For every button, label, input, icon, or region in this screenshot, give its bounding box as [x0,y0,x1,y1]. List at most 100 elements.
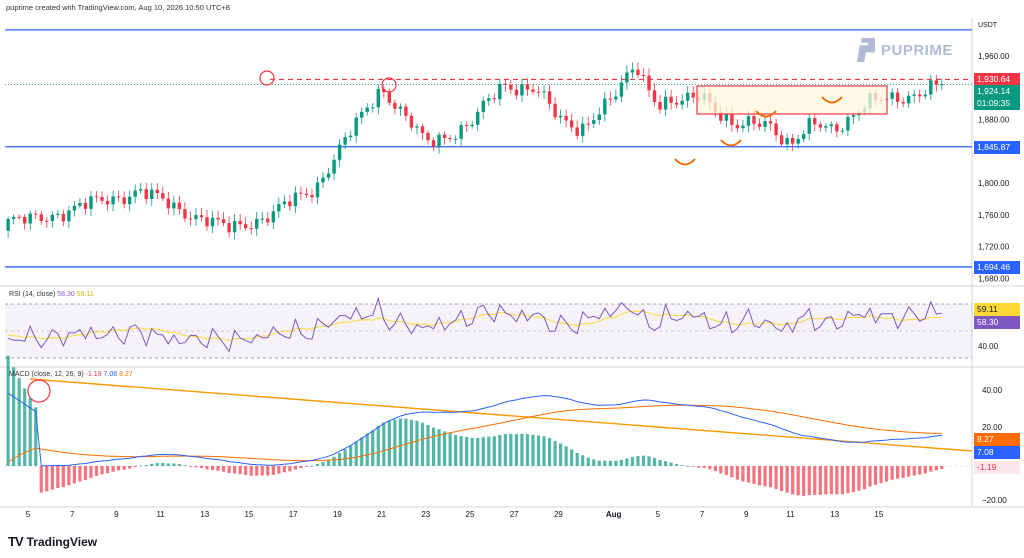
candle-body [835,124,839,132]
macd-histogram-bar [61,466,65,488]
macd-histogram-bar [691,466,695,467]
macd-histogram-bar [608,460,612,466]
macd-histogram-bar [890,466,894,480]
x-tick-label: 21 [377,510,386,519]
macd-histogram-bar [387,420,391,466]
macd-histogram-bar [177,464,181,466]
candle-body [161,193,165,199]
macd-histogram-bar [846,466,850,494]
brand-name: PUPRIME [881,41,953,59]
x-tick-label: 29 [554,510,563,519]
candle-body [625,72,629,83]
macd-histogram-bar [752,466,756,484]
macd-histogram-bar [680,465,684,467]
candle-body [492,98,497,100]
macd-histogram-bar [28,398,32,466]
macd-histogram-bar [199,466,204,469]
macd-histogram-bar [586,457,590,466]
macd-value-label: 7.08 [974,446,1020,459]
macd-histogram-bar [371,430,375,466]
macd-histogram-bar [768,466,773,488]
candle-body [614,96,618,100]
macd-histogram-bar [227,466,231,474]
macd-histogram-bar [376,425,380,466]
candle-body [376,88,380,108]
macd-histogram-bar [835,466,839,495]
macd-histogram-bar [415,420,419,466]
candle-body [813,118,817,125]
candle-body [663,96,668,110]
candle-body [846,116,850,131]
macd-histogram-bar [553,440,557,466]
candle-body [895,92,900,102]
candle-body [724,113,729,121]
rsi-y-tick: 40.00 [978,342,999,351]
candle-body [337,144,342,160]
candle-body [757,123,762,127]
macd-histogram-bar [459,435,463,466]
candle-body [741,125,745,129]
macd-line [7,392,942,467]
macd-histogram-value: -1.19 [85,371,104,378]
candle-body [503,83,508,85]
candle-body [636,69,640,75]
macd-histogram-bar [420,422,425,466]
rsi-title[interactable]: RSI (14, close) 58.30 59.11 [9,291,94,298]
macd-histogram-bar [669,462,673,466]
rsi-ma-last-value: 59.11 [76,291,94,298]
candle-body [603,98,607,115]
macd-histogram-bar [713,466,717,472]
candle-body [940,84,944,86]
price-axis-label: 1,694.46 [974,260,1020,274]
candle-body [282,201,287,205]
candle-body [442,134,447,139]
candle-body [34,213,38,215]
chart-header: puprime created with TradingView.com, Au… [6,3,230,12]
macd-histogram-bar [89,466,93,478]
macd-histogram-bar [382,422,386,466]
macd-histogram-bar [492,436,496,466]
candle-body [105,200,110,205]
macd-trend-line [29,378,973,452]
macd-histogram-bar [619,459,623,466]
candle-body [11,216,16,219]
candle-body [730,113,734,125]
price-axis-label: 01:09:35 [974,96,1020,110]
highlight-circle [381,77,397,93]
macd-histogram-bar [321,461,325,466]
macd-histogram-bar [884,466,889,482]
macd-histogram-bar [72,466,77,484]
x-tick-label: 27 [510,510,519,519]
x-tick-label: 5 [656,510,661,519]
horizontal-levels[interactable] [5,29,972,268]
macd-histogram-bar [774,466,778,490]
macd-y-tick: 20.00 [982,423,1003,432]
macd-histogram-bar [791,466,795,495]
macd-title[interactable]: MACD (close, 12, 26, 9) -1.19 7.08 8.27 [9,371,133,378]
macd-histogram-bar [818,466,822,495]
candle-body [133,190,137,197]
candle-body [774,123,778,136]
tradingview-logo[interactable]: TV TradingView [8,534,97,549]
candle-body [564,115,568,121]
candle-body [6,218,10,231]
higher-low-arc [755,110,777,118]
candle-body [763,121,767,127]
macd-histogram-bar [39,466,43,493]
candle-body [923,94,927,97]
candle-body [453,138,458,140]
candle-body [238,220,242,225]
macd-histogram-bar [525,434,530,466]
macd-histogram-bar [255,466,259,476]
y-tick-label: 1,760.00 [978,211,1010,220]
macd-histogram-bar [205,466,209,470]
candle-body [652,90,657,103]
x-tick-label: 17 [289,510,298,519]
macd-histogram-bar [122,466,126,470]
candle-body [514,89,519,96]
macd-histogram-bar [934,466,938,471]
candle-body [199,215,204,218]
candle-body [680,100,684,105]
macd-histogram-bar [221,466,226,472]
